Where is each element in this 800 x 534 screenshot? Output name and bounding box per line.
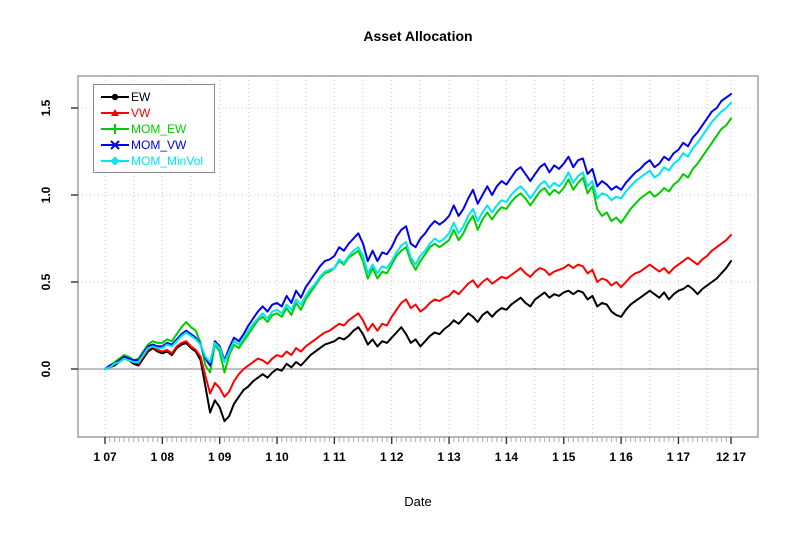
x-tick-label: 1 14: [495, 450, 519, 464]
series-line-MOM_VW: [104, 93, 732, 370]
series-line-EW: [104, 260, 732, 423]
x-marker-icon: [101, 140, 129, 150]
x-tick-label: 1 07: [93, 450, 117, 464]
x-tick-label: 1 10: [265, 450, 289, 464]
x-tick-label: 12 17: [716, 450, 746, 464]
x-tick-label: 1 16: [609, 450, 633, 464]
chart-title: Asset Allocation: [363, 28, 473, 44]
legend-label: MOM_MinVol: [131, 154, 204, 168]
x-tick-label: 1 12: [380, 450, 404, 464]
x-tick-label: 1 09: [208, 450, 232, 464]
series-line-MOM_EW: [104, 117, 732, 374]
legend-swatch: [99, 138, 131, 152]
legend-item-MOM_EW: MOM_EW: [99, 121, 209, 137]
triangle-marker-icon: [101, 109, 129, 116]
legend-label: VW: [131, 106, 151, 120]
legend-swatch: [99, 90, 131, 104]
legend-swatch: [99, 106, 131, 120]
y-tick-label: 0.0: [39, 360, 53, 377]
legend-item-MOM_MinVol: MOM_MinVol: [99, 153, 209, 169]
y-tick-label: 1.0: [39, 186, 53, 203]
y-tick-label: 1.5: [39, 99, 53, 116]
diamond-marker-icon: [101, 156, 129, 166]
legend-item-EW: EW: [99, 89, 209, 105]
legend-swatch: [99, 154, 131, 168]
legend-item-MOM_VW: MOM_VW: [99, 137, 209, 153]
circle-marker-icon: [101, 93, 129, 101]
legend-label: EW: [131, 90, 151, 104]
legend-label: MOM_EW: [131, 122, 187, 136]
x-tick-label: 1 08: [151, 450, 175, 464]
x-tick-label: 1 15: [552, 450, 576, 464]
x-tick-label: 1 13: [437, 450, 461, 464]
legend-label: MOM_VW: [131, 138, 187, 152]
legend: EW VW MOM_EW MOM_VW MOM_MinVol: [93, 84, 215, 173]
plus-marker-icon: [101, 124, 129, 134]
x-tick-label: 1 11: [323, 450, 346, 464]
legend-swatch: [99, 122, 131, 136]
x-axis-title: Date: [404, 494, 432, 509]
series-line-MOM_MinVol: [104, 101, 732, 370]
plot-box: [77, 75, 759, 438]
legend-item-VW: VW: [99, 105, 209, 121]
x-tick-label: 1 17: [667, 450, 691, 464]
y-tick-label: 0.5: [39, 273, 53, 290]
series-line-VW: [104, 234, 732, 398]
